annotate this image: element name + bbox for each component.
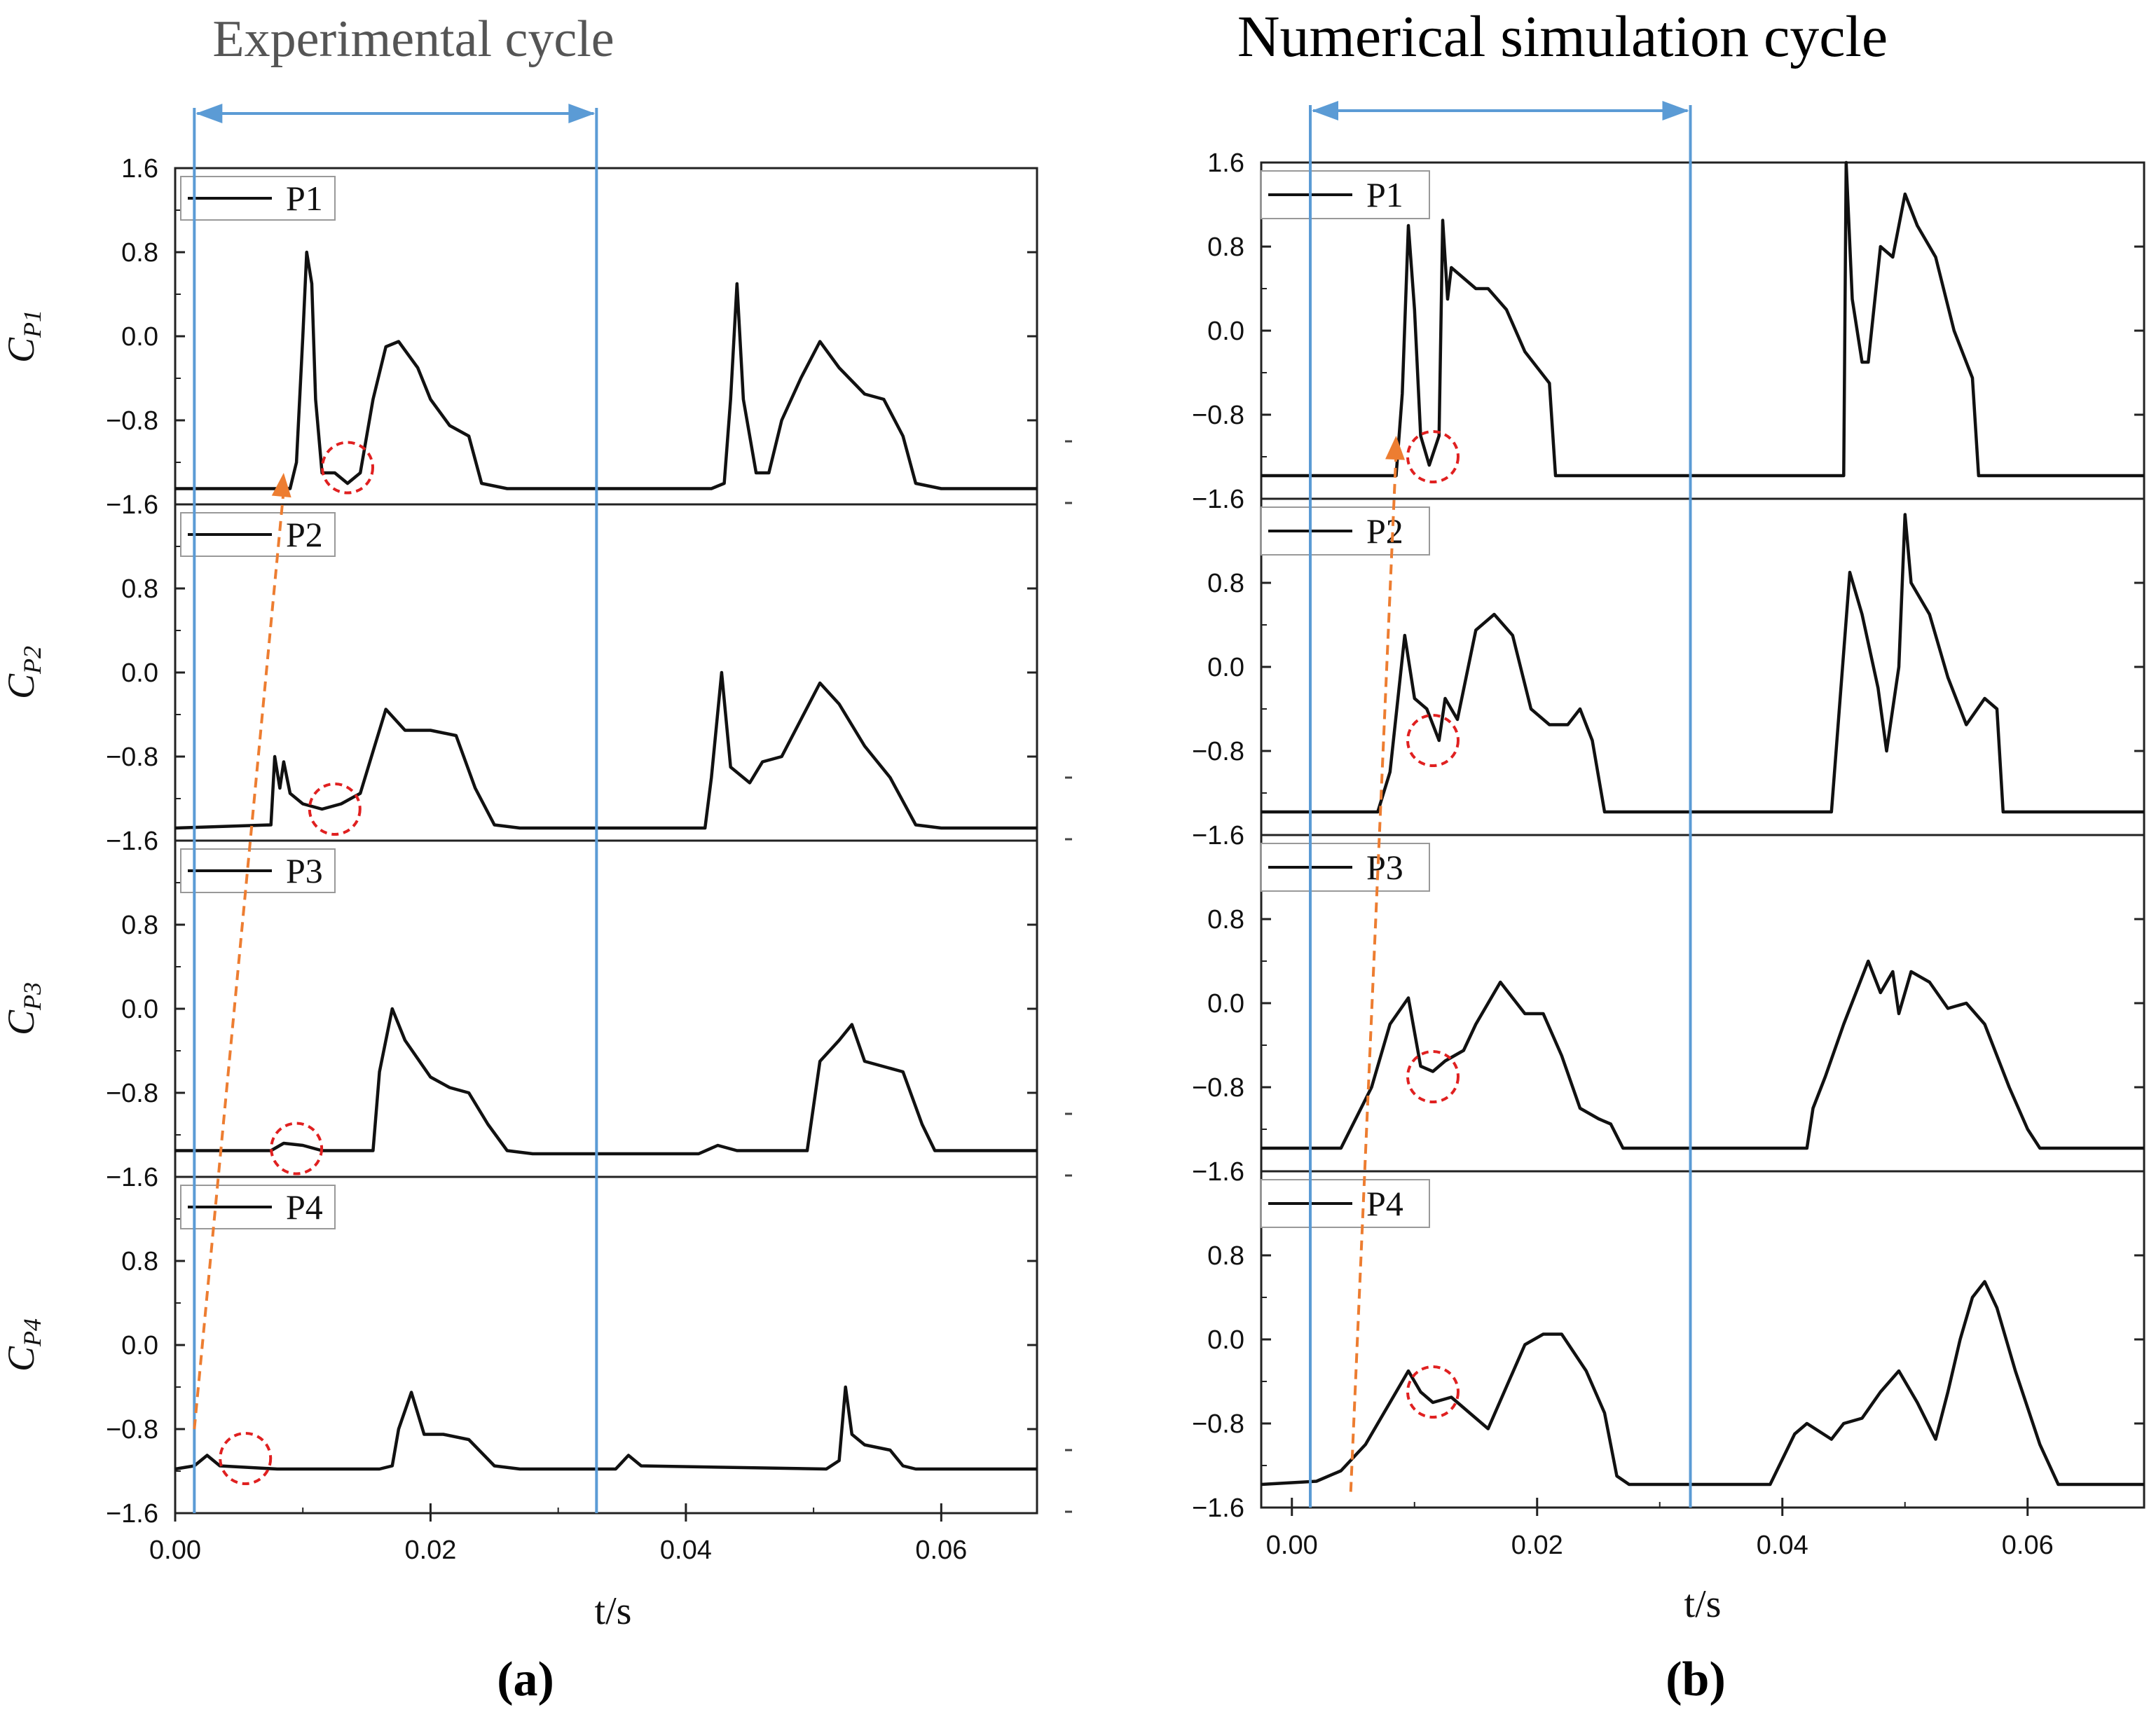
y-tick-label: −0.8 <box>106 1079 158 1108</box>
series-line-p4 <box>174 1385 1037 1471</box>
cycle-arrowhead-left <box>195 104 223 123</box>
highlight-circle <box>1406 430 1460 483</box>
y-tick-label: −1.6 <box>1192 485 1244 514</box>
subplot-p3: 0.8 0.0 −0.8 −1.6 P3 <box>1192 834 2145 1187</box>
x-axis-label: t/s <box>1684 1582 1722 1626</box>
x-tick-label: 0.06 <box>915 1536 967 1565</box>
propagation-arrowhead <box>271 473 291 498</box>
legend-label: P4 <box>1366 1184 1403 1223</box>
series-line-p1 <box>1261 160 2144 478</box>
x-tick-label: 0.04 <box>660 1536 712 1565</box>
legend-label: P2 <box>1366 511 1403 551</box>
subplot-p1: 1.6 0.8 0.0 −0.8 −1.6 CP1 P1 <box>0 154 1072 520</box>
propagation-arrow <box>193 489 285 1430</box>
x-tick-label: 0.02 <box>1511 1531 1563 1560</box>
y-tick-label: 0.0 <box>1207 317 1244 346</box>
caption-a: (a) <box>497 1653 554 1706</box>
y-axis-label: CP2 <box>0 646 46 699</box>
subplot-p4: 0.8 0.0 −0.8 −1.6 CP4 P4 <box>0 1175 1072 1529</box>
left-title: Experimental cycle <box>212 11 614 68</box>
y-tick-label: 0.8 <box>121 574 158 604</box>
y-tick-label: 1.6 <box>121 154 158 184</box>
legend-label: P1 <box>286 179 323 218</box>
legend-label: P3 <box>1366 848 1403 887</box>
cycle-arrowhead-right <box>1662 101 1689 120</box>
series-line-p4 <box>1261 1280 2144 1487</box>
y-tick-label: 0.0 <box>121 322 158 352</box>
subplot-p2: 0.8 0.0 −0.8 −1.6 CP2 P2 <box>0 503 1072 856</box>
y-tick-label: 0.8 <box>121 238 158 268</box>
y-tick-label: 0.0 <box>1207 989 1244 1019</box>
y-tick-label: 0.0 <box>1207 1325 1244 1355</box>
y-tick-label: 0.0 <box>121 658 158 688</box>
y-tick-label: −1.6 <box>106 1163 158 1192</box>
legend-label: P1 <box>1366 175 1403 214</box>
y-tick-label: 0.8 <box>1207 1241 1244 1271</box>
x-axis-label: t/s <box>595 1590 632 1633</box>
y-tick-label: 1.6 <box>1207 149 1244 178</box>
y-tick-label: −0.8 <box>1192 401 1244 430</box>
x-tick-label: 0.00 <box>149 1536 201 1565</box>
series-line-p3 <box>1261 959 2144 1150</box>
x-tick-label: 0.00 <box>1266 1531 1318 1560</box>
highlight-circle <box>1406 1050 1460 1103</box>
y-tick-label: −1.6 <box>106 490 158 520</box>
highlight-circle <box>219 1432 273 1485</box>
x-tick-label: 0.04 <box>1757 1531 1808 1560</box>
legend-label: P4 <box>286 1187 323 1227</box>
panel-b: 1.60.80.0−0.8−1.6P10.80.0−0.8−1.6P20.80.… <box>1192 101 2145 1626</box>
y-tick-label: −0.8 <box>106 1415 158 1444</box>
subplot-p1: 1.6 0.8 0.0 −0.8 −1.6 P1 <box>1192 149 2145 514</box>
panel-a: 1.6 0.8 0.0 −0.8 −1.6 CP1 P1 0.8 0.0 −0.8 −1.6 CP2 P… <box>0 104 1072 1633</box>
y-tick-label: 0.0 <box>121 1331 158 1360</box>
caption-b: (b) <box>1666 1653 1726 1706</box>
y-tick-label: 0.8 <box>1207 233 1244 262</box>
series-line-p1 <box>175 250 1037 490</box>
y-tick-label: −0.8 <box>106 406 158 436</box>
y-tick-label: −0.8 <box>1192 1073 1244 1103</box>
highlight-circle <box>321 441 374 495</box>
cycle-arrowhead-left <box>1312 101 1338 120</box>
right-title: Numerical simulation cycle <box>1237 4 1888 69</box>
y-tick-label: 0.8 <box>121 911 158 940</box>
propagation-arrow <box>1349 452 1398 1492</box>
series-line-p2 <box>174 670 1037 830</box>
highlight-circle <box>1406 1365 1460 1419</box>
subplot-p4: 0.8 0.0 −0.8 −1.6 P4 <box>1192 1170 2145 1523</box>
y-axis-label: CP4 <box>0 1318 46 1372</box>
y-tick-label: −1.6 <box>106 827 158 856</box>
y-tick-label: 0.8 <box>1207 569 1244 598</box>
y-axis-label: CP3 <box>0 982 46 1035</box>
y-tick-label: −0.8 <box>1192 737 1244 766</box>
cycle-arrowhead-right <box>568 104 596 123</box>
y-tick-label: −1.6 <box>1192 1494 1244 1523</box>
x-tick-label: 0.02 <box>404 1536 456 1565</box>
legend-label: P3 <box>286 851 323 890</box>
x-tick-label: 0.06 <box>2002 1531 2054 1560</box>
highlight-circle <box>308 782 362 836</box>
y-tick-label: −0.8 <box>106 743 158 772</box>
y-tick-label: −1.6 <box>1192 1157 1244 1187</box>
highlight-circle <box>1406 714 1460 767</box>
series-line-p3 <box>175 1007 1037 1156</box>
y-tick-label: 0.0 <box>121 995 158 1024</box>
legend-label: P2 <box>286 515 323 554</box>
y-tick-label: 0.8 <box>121 1247 158 1276</box>
propagation-arrowhead <box>1385 436 1406 460</box>
y-axis-label: CP1 <box>0 310 46 363</box>
y-tick-label: 0.0 <box>1207 653 1244 682</box>
y-tick-label: 0.8 <box>1207 905 1244 935</box>
y-tick-label: −1.6 <box>1192 821 1244 850</box>
y-tick-label: −0.8 <box>1192 1409 1244 1439</box>
y-tick-label: −1.6 <box>106 1499 158 1529</box>
series-line-p2 <box>1261 513 2144 814</box>
highlight-circle <box>270 1122 324 1175</box>
